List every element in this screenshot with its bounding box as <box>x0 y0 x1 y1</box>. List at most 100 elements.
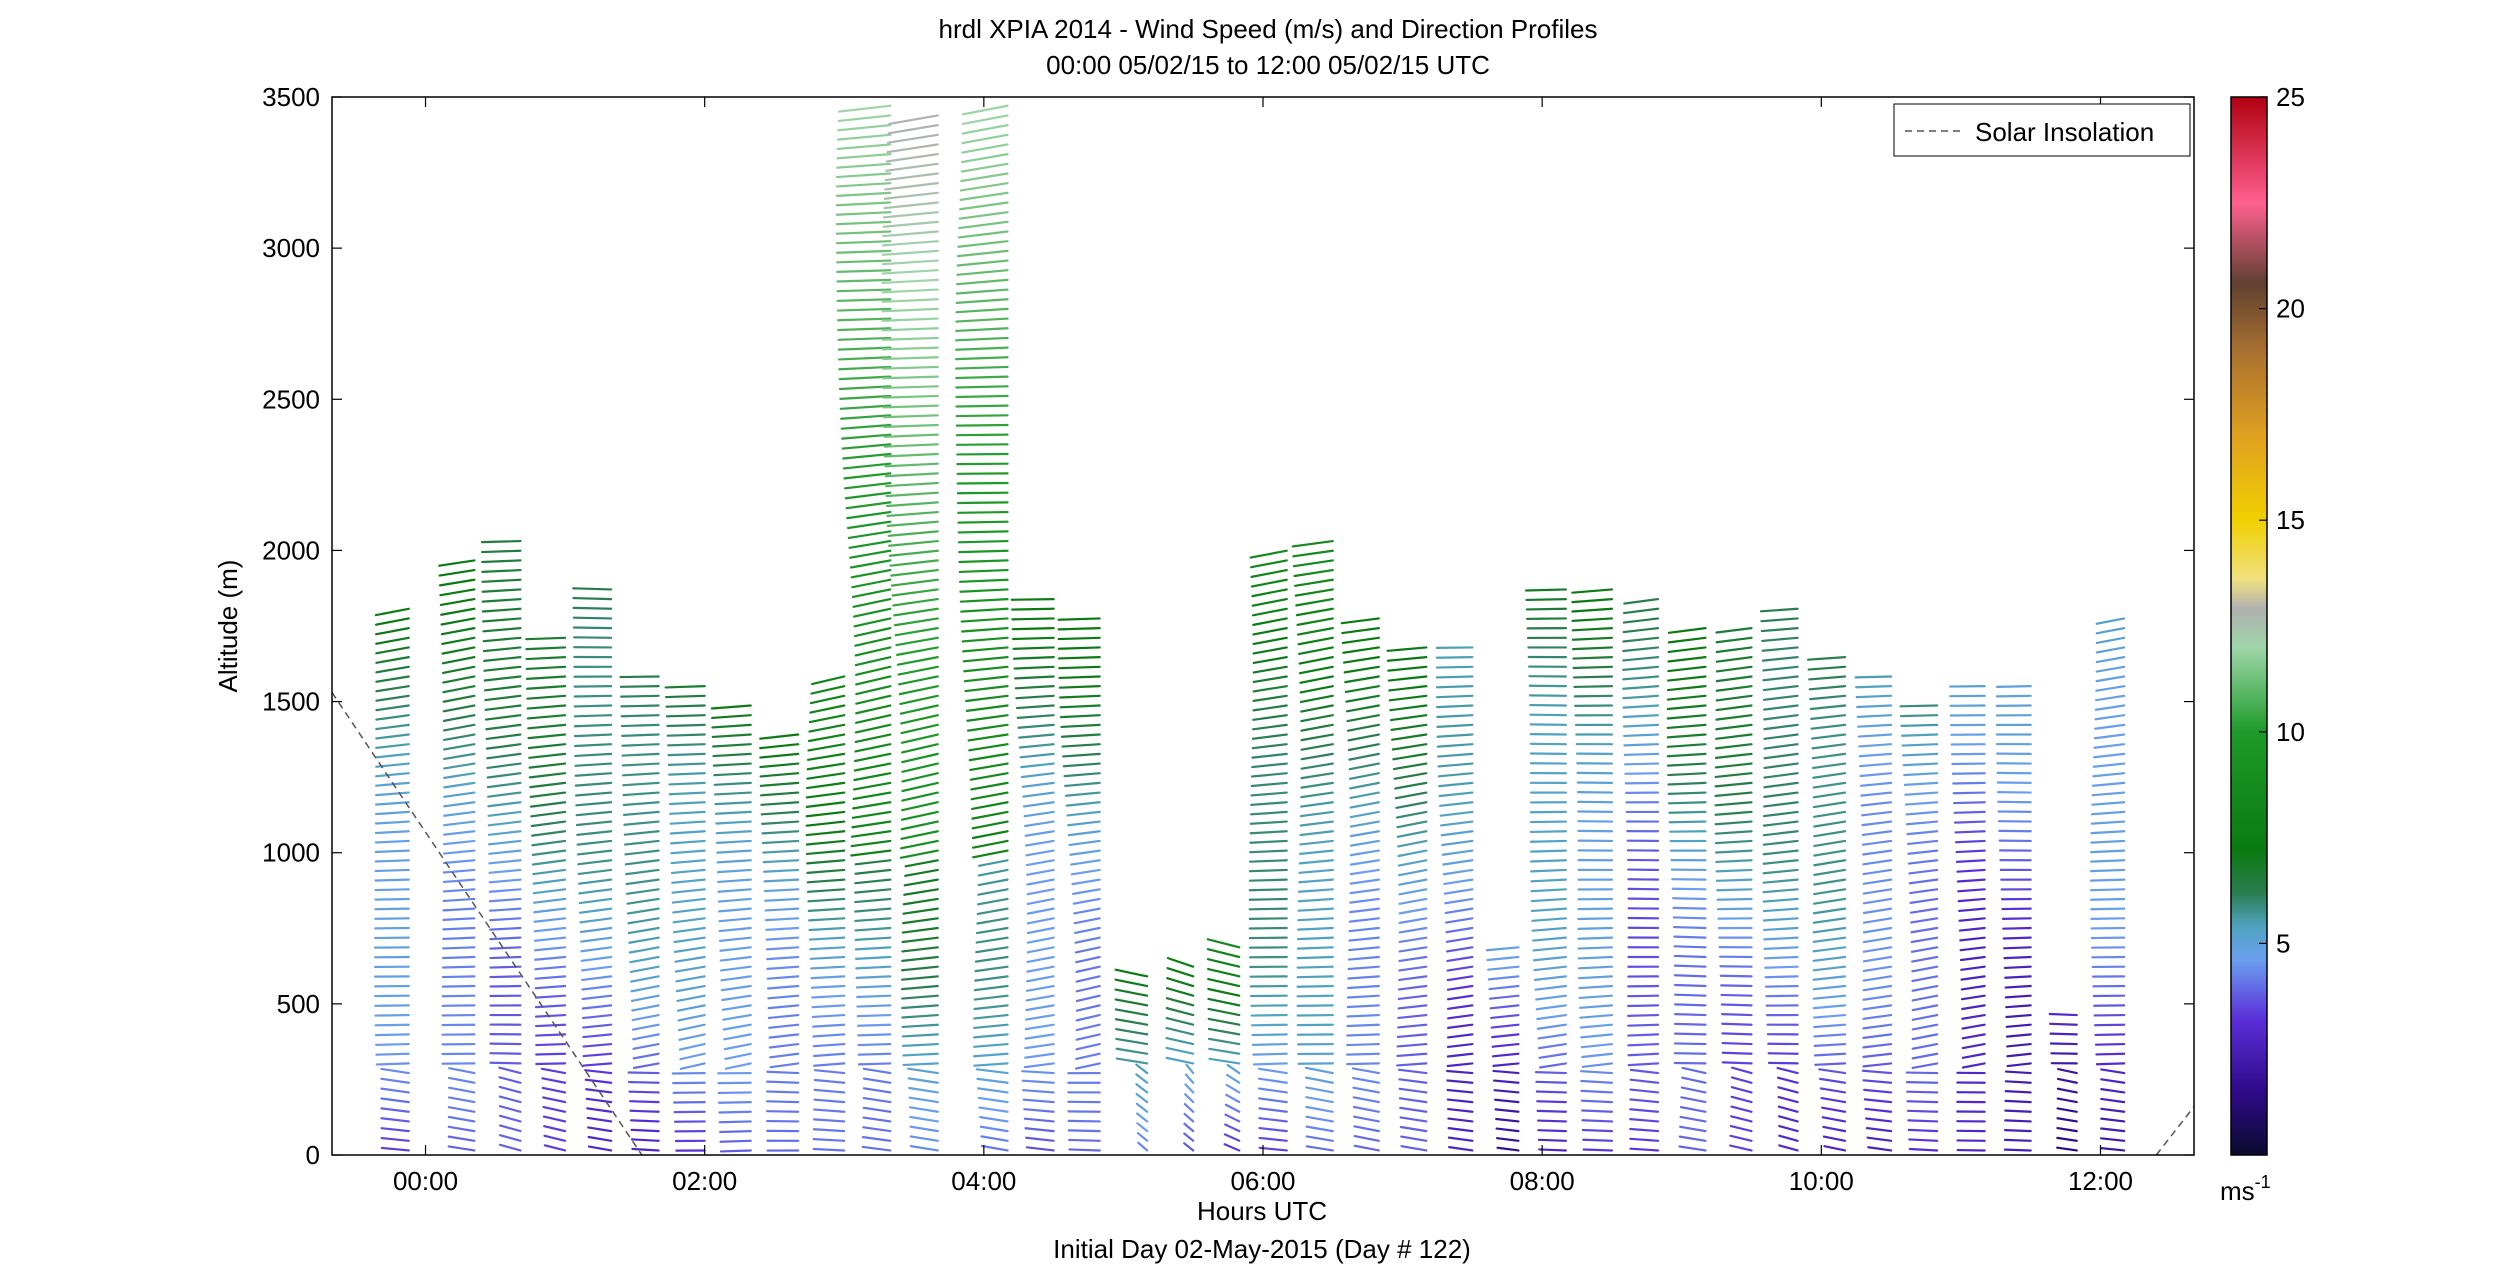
wind-vector <box>862 1096 892 1104</box>
wind-vector <box>904 868 939 877</box>
wind-vector <box>1305 1105 1334 1113</box>
wind-vector <box>1777 1105 1799 1113</box>
wind-vector <box>2100 1088 2126 1094</box>
wind-vector <box>1026 955 1055 964</box>
wind-vector <box>1396 1052 1428 1058</box>
wind-vector <box>1208 1057 1241 1065</box>
wind-vector <box>1251 752 1288 759</box>
wind-vector <box>1446 1088 1474 1094</box>
wind-profile-column <box>619 675 660 1152</box>
wind-profile-column <box>1057 617 1101 1152</box>
wind-vector <box>717 878 752 884</box>
wind-vector <box>1183 1132 1195 1142</box>
wind-vector <box>1714 820 1753 826</box>
wind-vector <box>885 501 939 508</box>
wind-vector <box>629 955 660 964</box>
wind-vector <box>2095 646 2126 654</box>
wind-vector <box>966 723 1009 732</box>
wind-vector <box>1572 665 1614 670</box>
wind-vector <box>485 743 522 750</box>
wind-vector <box>2089 859 2126 863</box>
x-axis-label: Hours UTC <box>1197 1196 1327 1226</box>
wind-vector <box>489 1052 522 1055</box>
wind-vector <box>763 888 800 893</box>
wind-vector <box>2003 1138 2032 1142</box>
wind-vector <box>900 975 939 981</box>
wind-vector <box>577 878 613 885</box>
wind-vector <box>898 685 939 696</box>
wind-vector <box>1248 917 1288 920</box>
wind-vector <box>1812 1013 1847 1019</box>
wind-vector <box>481 607 522 613</box>
wind-vector <box>375 733 410 740</box>
wind-vector <box>855 694 892 705</box>
wind-vector <box>1251 1033 1288 1037</box>
legend: Solar Insolation <box>1893 103 2191 157</box>
wind-vector <box>2006 1042 2032 1048</box>
wind-vector <box>1446 1069 1474 1075</box>
wind-vector <box>899 694 939 706</box>
wind-vector <box>884 182 939 191</box>
wind-vector <box>806 868 846 874</box>
wind-vector <box>1680 1096 1707 1104</box>
wind-vector <box>1667 772 1707 777</box>
wind-vector <box>1346 1042 1380 1047</box>
wind-vector <box>1808 685 1847 691</box>
wind-vector <box>960 172 1009 183</box>
wind-vector <box>883 423 939 429</box>
wind-vector <box>1812 791 1847 799</box>
wind-vector <box>575 801 613 807</box>
wind-vector <box>1300 704 1334 713</box>
wind-vector <box>2089 868 2126 873</box>
wind-vector <box>1537 1033 1567 1040</box>
wind-vector <box>1075 1004 1101 1012</box>
wind-vector <box>1400 1135 1428 1142</box>
wind-vector <box>1812 955 1847 962</box>
wind-vector <box>1812 897 1847 905</box>
wind-vector <box>1068 839 1101 847</box>
wind-vector <box>1860 801 1893 807</box>
wind-vector <box>535 1062 567 1066</box>
wind-vector <box>955 375 1009 380</box>
wind-vector <box>1762 849 1799 856</box>
wind-vector <box>836 269 892 274</box>
wind-vector <box>1346 1033 1380 1037</box>
wind-vector <box>1064 781 1101 788</box>
wind-vector <box>714 801 752 806</box>
wind-vector <box>1490 1013 1520 1020</box>
solar-insolation-segment <box>2155 1106 2195 1156</box>
wind-vector <box>973 1004 1009 1011</box>
wind-vector <box>628 1100 660 1104</box>
wind-vector <box>442 733 476 742</box>
wind-vector <box>1623 743 1660 747</box>
wind-vector <box>962 656 1009 663</box>
wind-vector <box>903 878 939 887</box>
wind-vector <box>850 849 892 857</box>
wind-vector <box>2100 1117 2126 1123</box>
wind-vector <box>489 917 522 922</box>
wind-vector <box>882 394 939 399</box>
wind-vector <box>1666 714 1707 720</box>
wind-vector <box>901 772 939 783</box>
wind-vector <box>972 849 1009 859</box>
wind-vector <box>380 1077 410 1084</box>
wind-vector <box>960 617 1009 623</box>
wind-vector <box>1906 830 1939 836</box>
wind-vector <box>1577 955 1614 960</box>
wind-vector <box>442 926 476 931</box>
wind-vector <box>1666 762 1707 767</box>
wind-vector <box>885 162 939 172</box>
wind-vector <box>632 1033 660 1041</box>
wind-vector <box>1856 714 1893 718</box>
wind-vector <box>1298 868 1334 874</box>
wind-vector <box>1435 675 1474 679</box>
wind-vector <box>806 878 846 884</box>
wind-vector <box>809 946 846 951</box>
wind-vector <box>907 1077 939 1084</box>
wind-vector <box>1058 675 1101 680</box>
wind-vector <box>1166 977 1195 988</box>
wind-vector <box>580 936 613 943</box>
wind-vector <box>573 723 613 728</box>
wind-vector <box>766 955 800 961</box>
wind-profile-column <box>1165 957 1195 1152</box>
